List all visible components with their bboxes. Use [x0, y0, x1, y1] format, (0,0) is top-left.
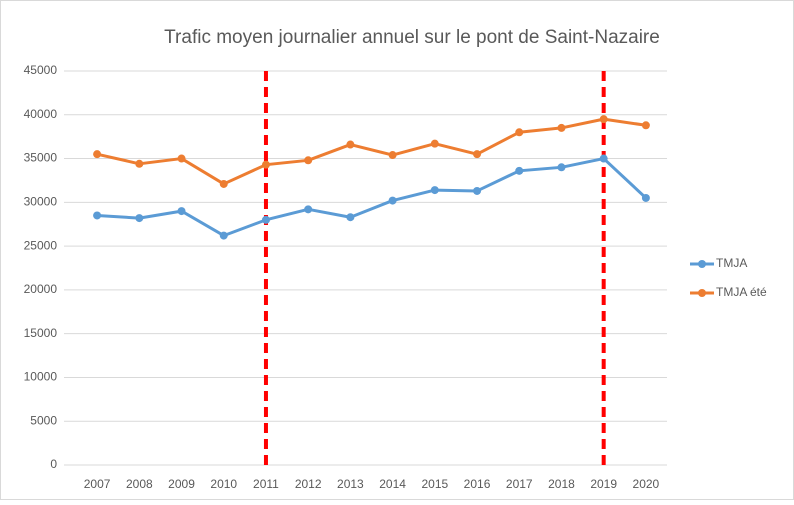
- data-point: [557, 123, 566, 132]
- data-point: [599, 154, 608, 163]
- x-tick-label: 2007: [84, 477, 111, 491]
- y-tick-label: 35000: [24, 151, 58, 165]
- data-point: [515, 166, 524, 175]
- x-tick-label: 2019: [590, 477, 617, 491]
- x-tick-label: 2018: [548, 477, 575, 491]
- data-point: [430, 186, 439, 195]
- y-tick-label: 15000: [24, 326, 58, 340]
- y-tick-label: 0: [50, 457, 57, 471]
- series-line: [96, 117, 647, 186]
- series-line: [97, 157, 647, 238]
- data-point: [473, 150, 482, 159]
- chart-title: Trafic moyen journalier annuel sur le po…: [164, 27, 660, 48]
- x-tick-label: 2020: [633, 477, 660, 491]
- x-tick-label: 2008: [126, 477, 153, 491]
- data-point: [473, 186, 482, 195]
- data-point: [641, 121, 650, 130]
- x-tick-label: 2015: [421, 477, 448, 491]
- data-point: [93, 150, 102, 159]
- data-point: [599, 115, 608, 124]
- y-tick-label: 5000: [30, 413, 57, 427]
- data-point: [346, 213, 355, 222]
- y-tick-label: 45000: [24, 63, 58, 77]
- x-tick-label: 2017: [506, 477, 533, 491]
- x-tick-label: 2016: [464, 477, 491, 491]
- data-point: [304, 156, 313, 165]
- y-tick-label: 30000: [24, 195, 58, 209]
- x-tick-label: 2010: [210, 477, 237, 491]
- y-tick-label: 25000: [24, 238, 58, 252]
- y-tick-label: 40000: [24, 107, 58, 121]
- x-tick-label: 2013: [337, 477, 364, 491]
- legend-label: TMJA été: [716, 285, 767, 299]
- data-point: [219, 231, 228, 240]
- data-point: [177, 154, 186, 163]
- legend-marker: [698, 289, 706, 297]
- data-point: [219, 179, 228, 188]
- y-tick-label: 10000: [24, 370, 58, 384]
- x-tick-label: 2009: [168, 477, 195, 491]
- data-point: [261, 160, 270, 169]
- data-point: [135, 214, 144, 223]
- x-tick-label: 2011: [253, 477, 279, 491]
- data-point: [515, 128, 524, 137]
- data-point: [430, 139, 439, 148]
- data-point: [261, 215, 270, 224]
- data-point: [388, 151, 397, 160]
- x-tick-label: 2012: [295, 477, 322, 491]
- data-point: [135, 159, 144, 168]
- data-point: [388, 196, 397, 205]
- data-point: [93, 211, 102, 220]
- x-tick-label: 2014: [379, 477, 406, 491]
- data-point: [177, 207, 186, 216]
- legend-label: TMJA: [716, 256, 747, 270]
- data-point: [641, 193, 650, 202]
- data-point: [557, 163, 566, 172]
- y-tick-label: 20000: [24, 282, 58, 296]
- data-point: [304, 205, 313, 214]
- legend-marker: [698, 260, 706, 268]
- data-point: [346, 140, 355, 149]
